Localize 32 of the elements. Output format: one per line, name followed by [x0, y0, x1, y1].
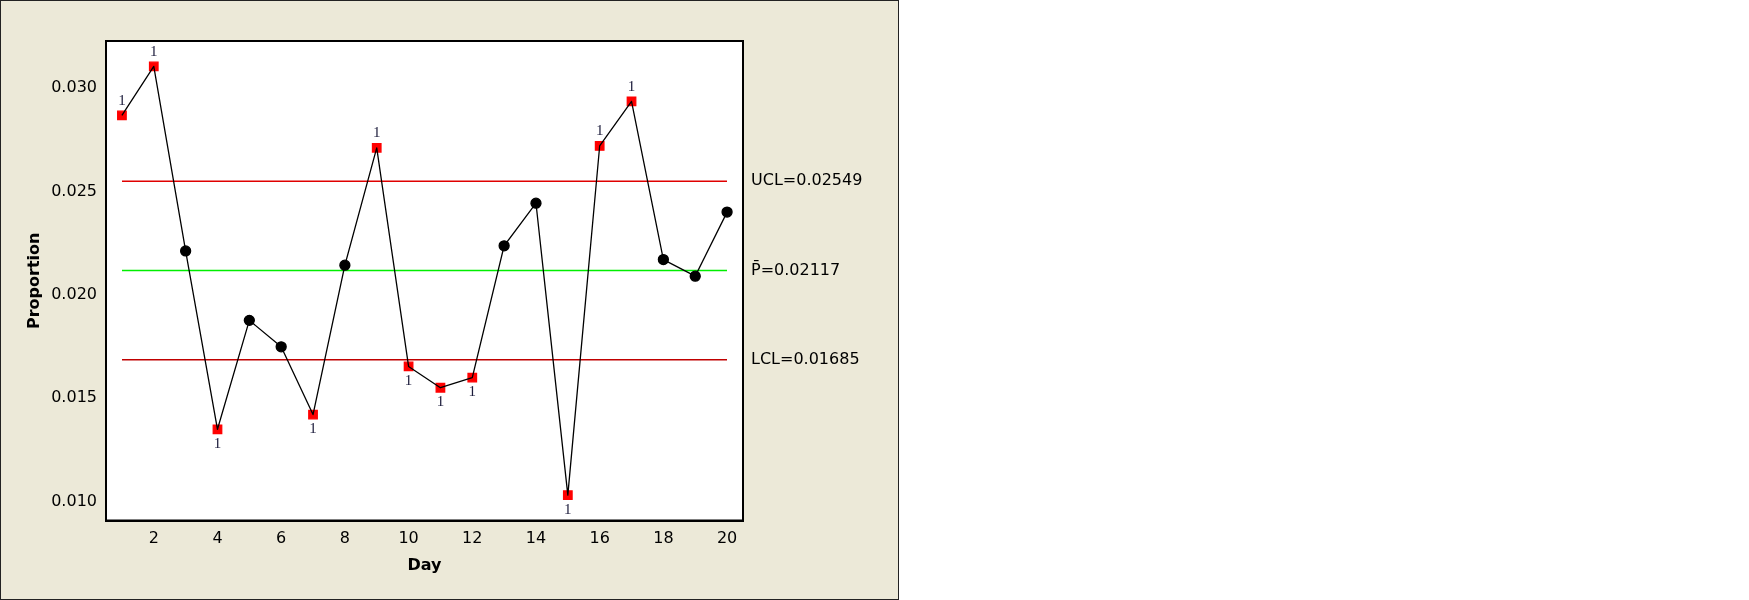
ref-line-label: LCL=0.01685 — [751, 348, 860, 368]
annotation: 1 — [309, 420, 317, 437]
y-axis-title: Proportion — [23, 232, 43, 330]
x-tick-label: 16 — [589, 528, 610, 548]
x-tick-label: 18 — [653, 528, 674, 548]
point — [117, 110, 127, 121]
annotation: 1 — [627, 77, 636, 94]
x-tick-label: 6 — [276, 528, 287, 548]
annotation: 1 — [150, 42, 158, 59]
x-tick-label: 12 — [462, 528, 483, 548]
annotation: 1 — [564, 500, 572, 517]
annotation: 1 — [404, 371, 413, 388]
y-tick-label: 0.010 — [51, 490, 97, 510]
y-tick-label: 0.020 — [51, 283, 97, 303]
x-tick-label: 4 — [212, 528, 223, 548]
x-tick-label: 8 — [339, 528, 350, 548]
annotation: 1 — [436, 393, 445, 410]
annotation: 1 — [468, 383, 477, 400]
annotation: 1 — [118, 91, 126, 108]
annotation: 1 — [595, 122, 604, 139]
annotation: 1 — [213, 434, 222, 451]
annotation: 1 — [372, 124, 381, 141]
x-tick-label: 14 — [525, 528, 547, 548]
x-tick-label: 2 — [148, 528, 159, 548]
y-tick-label: 0.025 — [51, 180, 97, 200]
x-axis-title: Day — [407, 554, 443, 574]
y-tick-label: 0.015 — [51, 387, 97, 407]
ref-line-label: P̄=0.02117 — [751, 259, 841, 279]
y-tick-label: 0.030 — [51, 77, 97, 97]
x-tick-label: 10 — [398, 528, 419, 548]
ref-line-label: UCL=0.02549 — [751, 170, 863, 190]
x-tick-label: 20 — [716, 528, 738, 548]
